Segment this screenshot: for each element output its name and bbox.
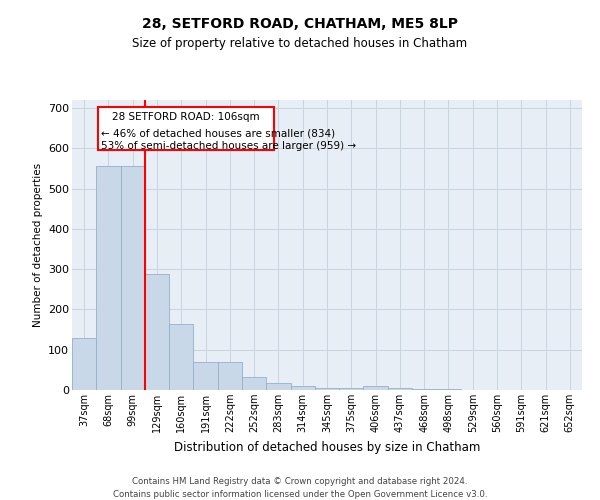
Bar [412, 389, 436, 390]
Bar [339, 388, 364, 390]
Text: 53% of semi-detached houses are larger (959) →: 53% of semi-detached houses are larger (… [101, 140, 356, 150]
Bar [97, 107, 274, 150]
Bar [436, 389, 461, 390]
Bar [218, 362, 242, 390]
Y-axis label: Number of detached properties: Number of detached properties [32, 163, 43, 327]
Bar [145, 274, 169, 390]
Bar [193, 362, 218, 390]
Text: ← 46% of detached houses are smaller (834): ← 46% of detached houses are smaller (83… [101, 128, 335, 138]
Text: Contains public sector information licensed under the Open Government Licence v3: Contains public sector information licen… [113, 490, 487, 499]
Bar [315, 388, 339, 390]
Text: 28, SETFORD ROAD, CHATHAM, ME5 8LP: 28, SETFORD ROAD, CHATHAM, ME5 8LP [142, 18, 458, 32]
Bar [242, 377, 266, 390]
Bar [266, 383, 290, 390]
Text: 28 SETFORD ROAD: 106sqm: 28 SETFORD ROAD: 106sqm [112, 112, 259, 122]
Bar [121, 166, 145, 390]
Bar [388, 388, 412, 390]
Bar [72, 338, 96, 390]
Text: Size of property relative to detached houses in Chatham: Size of property relative to detached ho… [133, 38, 467, 51]
Bar [364, 386, 388, 390]
X-axis label: Distribution of detached houses by size in Chatham: Distribution of detached houses by size … [174, 440, 480, 454]
Bar [169, 324, 193, 390]
Bar [96, 166, 121, 390]
Bar [290, 386, 315, 390]
Text: Contains HM Land Registry data © Crown copyright and database right 2024.: Contains HM Land Registry data © Crown c… [132, 478, 468, 486]
